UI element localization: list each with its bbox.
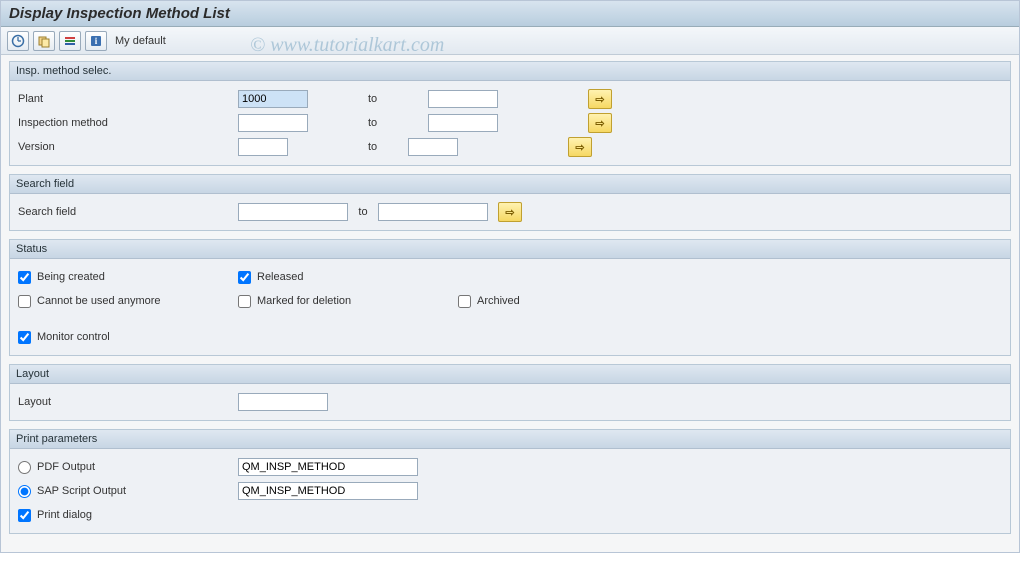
- arrow-icon: ⇨: [595, 93, 604, 106]
- group-header-search: Search field: [10, 175, 1010, 194]
- get-variant-button[interactable]: [33, 31, 55, 51]
- archived-label: Archived: [477, 295, 520, 307]
- title-bar: Display Inspection Method List: [1, 1, 1019, 27]
- selection-options-button[interactable]: [59, 31, 81, 51]
- group-status: Status Being created Released Cannot: [9, 239, 1011, 356]
- content-area: Insp. method selec. Plant to ⇨ Inspectio…: [1, 55, 1019, 552]
- group-header-insp-method: Insp. method selec.: [10, 62, 1010, 81]
- group-header-status: Status: [10, 240, 1010, 259]
- being-created-label: Being created: [37, 271, 105, 283]
- monitor-control-label: Monitor control: [37, 331, 110, 343]
- released-label: Released: [257, 271, 303, 283]
- plant-from-input[interactable]: [238, 90, 308, 108]
- marked-deletion-checkbox[interactable]: [238, 295, 251, 308]
- search-to-input[interactable]: [378, 203, 488, 221]
- group-insp-method: Insp. method selec. Plant to ⇨ Inspectio…: [9, 61, 1011, 166]
- archived-checkbox[interactable]: [458, 295, 471, 308]
- inspection-method-to-input[interactable]: [428, 114, 498, 132]
- search-from-input[interactable]: [238, 203, 348, 221]
- inspection-method-label: Inspection method: [18, 117, 238, 129]
- pdf-output-input[interactable]: [238, 458, 418, 476]
- group-header-print: Print parameters: [10, 430, 1010, 449]
- info-button[interactable]: i: [85, 31, 107, 51]
- search-field-label: Search field: [18, 206, 238, 218]
- cannot-be-used-label: Cannot be used anymore: [37, 295, 161, 307]
- arrow-icon: ⇨: [505, 206, 514, 219]
- page-title: Display Inspection Method List: [9, 5, 230, 22]
- version-to-input[interactable]: [408, 138, 458, 156]
- pdf-output-radio[interactable]: [18, 461, 31, 474]
- inspection-method-from-input[interactable]: [238, 114, 308, 132]
- marked-deletion-label: Marked for deletion: [257, 295, 351, 307]
- toolbar: i My default: [1, 27, 1019, 55]
- print-dialog-label: Print dialog: [37, 509, 92, 521]
- sap-script-output-label: SAP Script Output: [37, 485, 126, 497]
- version-from-input[interactable]: [238, 138, 288, 156]
- group-header-layout: Layout: [10, 365, 1010, 384]
- layout-label: Layout: [18, 396, 238, 408]
- plant-multiselect-button[interactable]: ⇨: [588, 89, 612, 109]
- group-layout: Layout Layout: [9, 364, 1011, 421]
- version-multiselect-button[interactable]: ⇨: [568, 137, 592, 157]
- app-window: Display Inspection Method List © www.tut…: [0, 0, 1020, 553]
- version-label: Version: [18, 141, 238, 153]
- cannot-be-used-checkbox[interactable]: [18, 295, 31, 308]
- arrow-icon: ⇨: [595, 117, 604, 130]
- sap-script-output-radio[interactable]: [18, 485, 31, 498]
- plant-label: Plant: [18, 93, 238, 105]
- plant-to-input[interactable]: [428, 90, 498, 108]
- to-label: to: [348, 206, 378, 218]
- released-checkbox[interactable]: [238, 271, 251, 284]
- inspection-method-multiselect-button[interactable]: ⇨: [588, 113, 612, 133]
- execute-button[interactable]: [7, 31, 29, 51]
- search-multiselect-button[interactable]: ⇨: [498, 202, 522, 222]
- toolbar-my-default[interactable]: My default: [115, 35, 166, 47]
- pdf-output-label: PDF Output: [37, 461, 95, 473]
- monitor-control-checkbox[interactable]: [18, 331, 31, 344]
- group-search: Search field Search field to ⇨: [9, 174, 1011, 231]
- to-label: to: [308, 93, 428, 105]
- print-dialog-checkbox[interactable]: [18, 509, 31, 522]
- to-label: to: [308, 117, 428, 129]
- sap-script-output-input[interactable]: [238, 482, 418, 500]
- layout-input[interactable]: [238, 393, 328, 411]
- to-label: to: [288, 141, 408, 153]
- group-print: Print parameters PDF Output SAP Script O…: [9, 429, 1011, 534]
- arrow-icon: ⇨: [575, 141, 584, 154]
- being-created-checkbox[interactable]: [18, 271, 31, 284]
